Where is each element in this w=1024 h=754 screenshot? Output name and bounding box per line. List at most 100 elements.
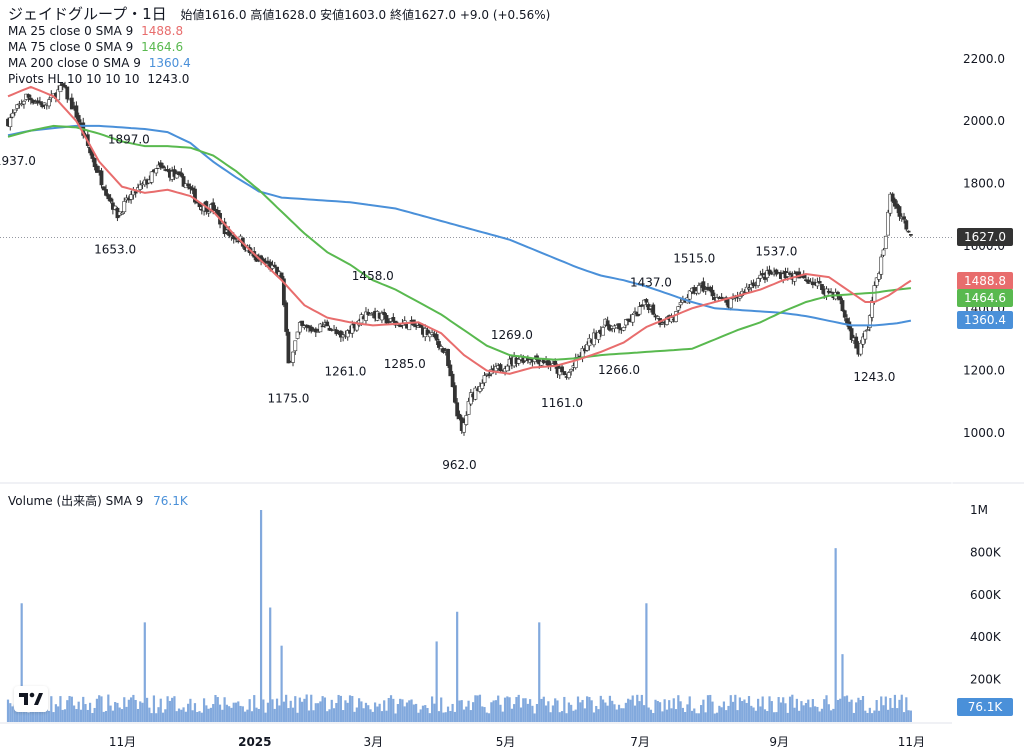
- candle-body: [601, 327, 605, 336]
- volume-bar: [465, 706, 468, 722]
- candle-body: [904, 220, 909, 230]
- volume-bar: [13, 704, 16, 722]
- candle-body: [161, 165, 165, 169]
- volume-bar: [832, 708, 835, 722]
- volume-bar: [257, 708, 260, 722]
- tradingview-logo[interactable]: [14, 686, 48, 712]
- volume-bar: [175, 711, 178, 722]
- candle-body: [849, 328, 854, 340]
- volume-bar: [262, 699, 265, 722]
- candle-body: [31, 100, 35, 104]
- candle-body: [65, 86, 70, 100]
- symbol-title[interactable]: ジェイドグループ・1日: [8, 5, 167, 23]
- volume-bar: [754, 710, 757, 722]
- candle-body: [639, 304, 644, 307]
- volume-bar: [98, 695, 101, 722]
- open-value: 1616.0: [204, 8, 247, 22]
- volume-bar: [29, 703, 32, 722]
- indicator-ma75[interactable]: MA 75 close 0 SMA 9 1464.6: [8, 39, 550, 55]
- volume-bar: [339, 695, 342, 722]
- volume-bar: [209, 707, 213, 722]
- candle-body: [120, 212, 124, 215]
- volume-bar: [661, 711, 664, 722]
- volume-bar: [652, 713, 655, 722]
- indicator-value: 1488.8: [141, 24, 184, 38]
- indicator-pivots[interactable]: Pivots HL 10 10 10 10 1243.0: [8, 71, 550, 87]
- candle-body: [644, 299, 649, 303]
- volume-bar: [786, 712, 789, 722]
- volume-bar: [250, 711, 254, 722]
- candle-body: [425, 329, 430, 336]
- volume-bar: [405, 702, 409, 722]
- volume-bar: [239, 705, 242, 722]
- volume-bar: [469, 710, 472, 722]
- volume-sma-label: SMA 9: [105, 494, 144, 508]
- volume-bar: [369, 709, 372, 722]
- volume-bar: [522, 698, 525, 722]
- high-value: 1628.0: [274, 8, 317, 22]
- volume-bar: [693, 708, 696, 722]
- candle-body: [174, 173, 179, 179]
- volume-bar: [291, 707, 295, 722]
- volume-bar: [574, 709, 577, 722]
- volume-bar: [679, 701, 682, 722]
- volume-bar: [332, 708, 336, 722]
- volume-legend[interactable]: Volume (出来高) SMA 9 76.1K: [8, 492, 188, 509]
- price-tick-label: 1800.0: [963, 177, 1005, 191]
- candle-body: [842, 310, 847, 318]
- candle-body: [281, 278, 286, 306]
- candle-body: [386, 321, 391, 323]
- candle-body: [516, 359, 521, 364]
- volume-bar: [335, 703, 338, 722]
- indicator-value: 1360.4: [148, 56, 191, 70]
- volume-bar: [485, 712, 488, 722]
- candle-body: [651, 304, 656, 315]
- volume-bar: [351, 696, 354, 722]
- indicator-ma25[interactable]: MA 25 close 0 SMA 9 1488.8: [8, 23, 550, 39]
- volume-bar: [784, 703, 787, 722]
- volume-bar: [152, 695, 156, 722]
- volume-bar: [200, 712, 203, 722]
- volume-bar: [686, 704, 689, 722]
- candle-body: [617, 323, 621, 330]
- candle-body: [605, 320, 610, 327]
- pivot-label: 1175.0: [267, 391, 309, 405]
- volume-bar: [253, 695, 256, 722]
- volume-bar: [718, 705, 721, 722]
- indicator-value: 1243.0: [147, 72, 190, 86]
- volume-bar: [759, 706, 762, 722]
- volume-bar: [807, 699, 810, 722]
- indicator-ma200[interactable]: MA 200 close 0 SMA 9 1360.4: [8, 55, 550, 71]
- volume-bar: [804, 702, 808, 722]
- candle-body: [104, 189, 108, 196]
- volume-bar: [52, 712, 55, 722]
- candle-body: [462, 422, 466, 433]
- candle-body: [364, 311, 368, 321]
- candle-body: [366, 312, 371, 315]
- volume-bar: [207, 708, 210, 722]
- candle-body: [291, 351, 295, 363]
- low-label: 安値: [320, 8, 345, 22]
- candle-body: [28, 97, 33, 101]
- volume-bar: [499, 704, 502, 722]
- volume-bar: [280, 645, 283, 722]
- close-label: 終値: [390, 8, 415, 22]
- volume-bar: [271, 699, 274, 722]
- candle-body: [300, 320, 305, 326]
- volume-bar: [768, 696, 771, 722]
- volume-bar: [567, 702, 570, 722]
- volume-bar: [510, 708, 513, 722]
- candle-body: [206, 211, 211, 214]
- volume-bar: [613, 704, 616, 722]
- candle-body: [12, 109, 17, 113]
- candle-body: [692, 287, 697, 294]
- volume-bar: [829, 710, 833, 722]
- candle-body: [655, 316, 660, 319]
- volume-bar: [909, 710, 912, 722]
- candle-body: [382, 312, 387, 316]
- price-tag-label: 1488.8: [964, 274, 1006, 288]
- volume-bar: [88, 702, 92, 722]
- volume-bar: [107, 694, 110, 722]
- volume-bar: [294, 696, 297, 722]
